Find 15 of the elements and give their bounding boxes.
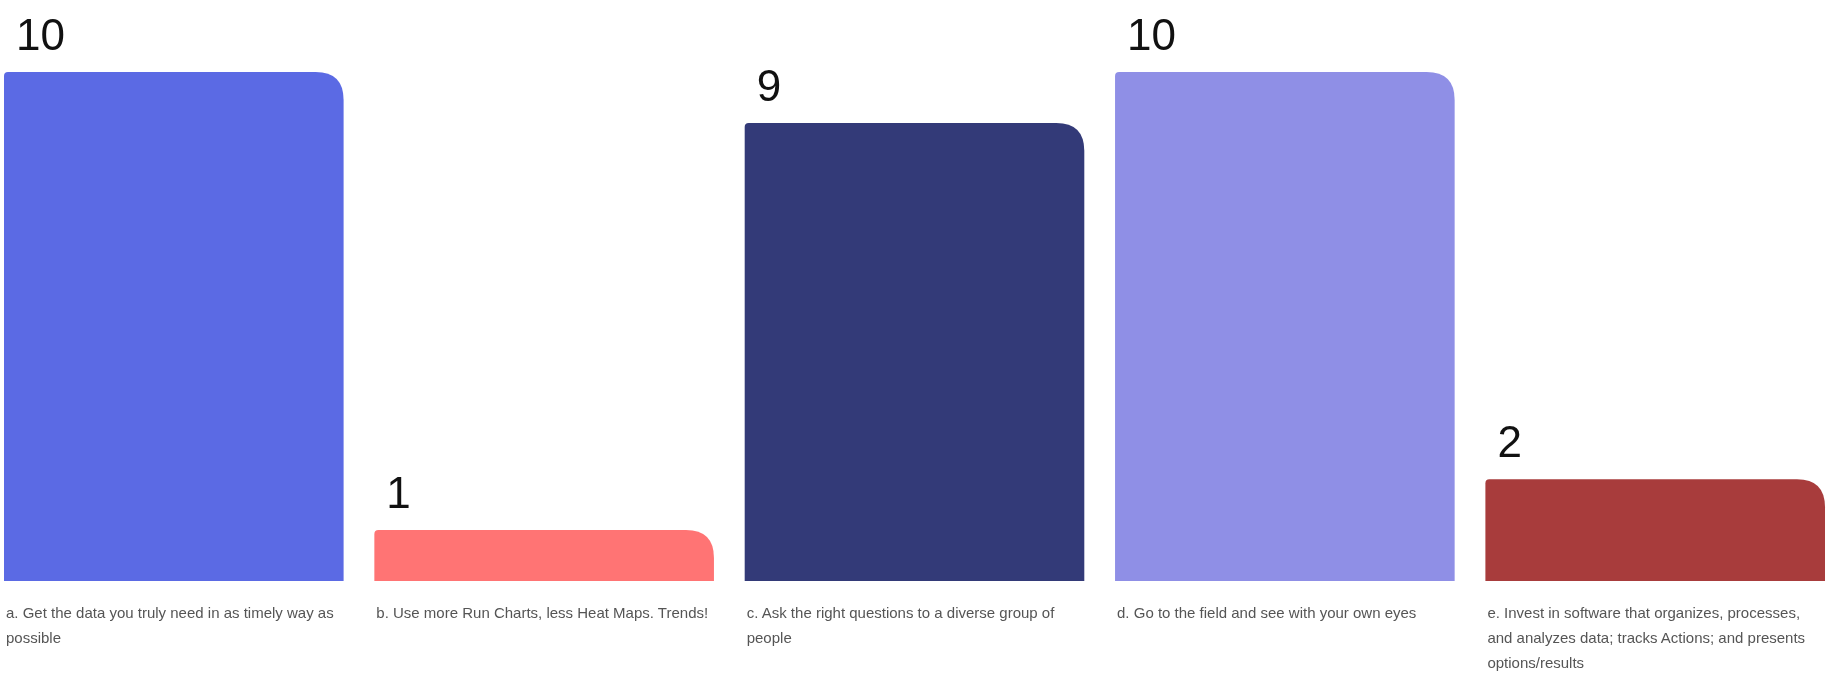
- x-tick-label: c. Ask the right questions to a diverse group of people: [746, 604, 1056, 646]
- bar: [1115, 72, 1455, 581]
- x-tick-label: b. Use more Run Charts, less Heat Maps. Trends!: [376, 604, 709, 621]
- data-label: 1: [386, 468, 411, 518]
- bar: [4, 72, 344, 581]
- data-label: 2: [1497, 417, 1522, 467]
- data-label: 10: [1127, 10, 1176, 59]
- bar: [744, 122, 1085, 581]
- data-label: 10: [16, 10, 65, 59]
- data-label: 9: [756, 60, 782, 110]
- x-tick-label: e. Invest in software that organizes, processes, and analyzes data; tracks Actions; and presents options/results: [1487, 604, 1806, 671]
- x-tick-label: a. Get the data you truly need in as timely way as possible: [6, 604, 334, 646]
- bar: [1485, 479, 1825, 581]
- bar: [374, 530, 714, 581]
- x-tick-label: d. Go to the field and see with your own eyes: [1117, 604, 1417, 621]
